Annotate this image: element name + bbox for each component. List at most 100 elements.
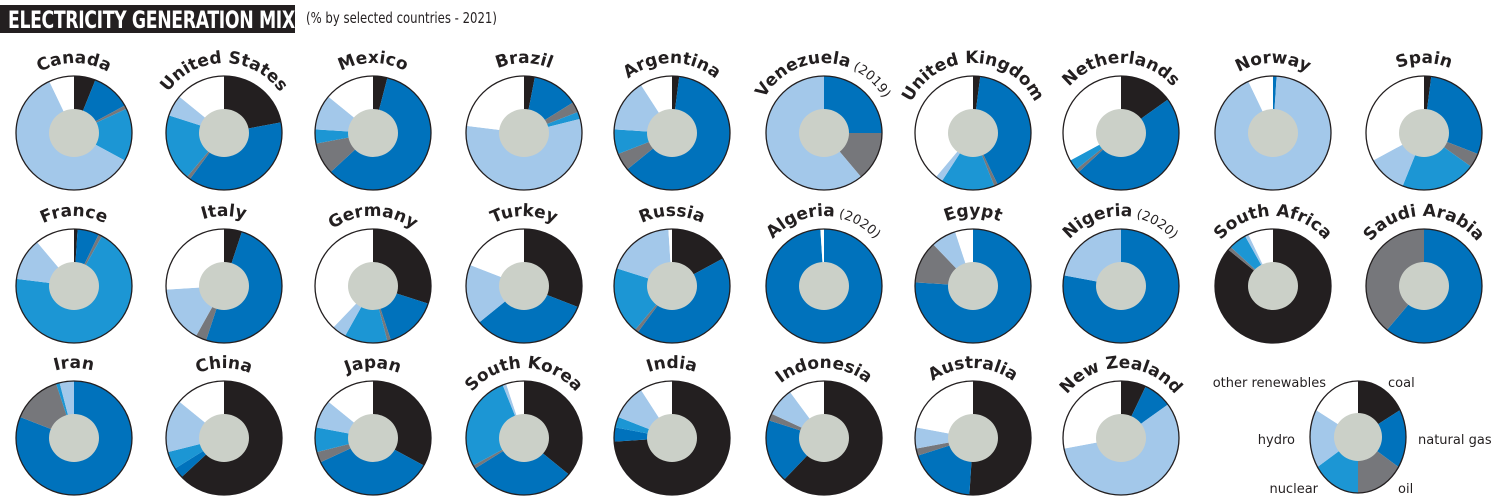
donut-egypt-hole — [948, 262, 998, 310]
donut-iran-hole — [49, 414, 99, 462]
donut-japan-hole — [348, 414, 398, 462]
chart-title: ELECTRICITY GENERATION MIX — [8, 6, 295, 34]
country-label: Brazil — [493, 48, 556, 73]
donut-norway: Norway — [1214, 48, 1332, 191]
donut-saudi-arabia-hole — [1399, 262, 1449, 310]
country-name: Turkey — [487, 201, 560, 228]
donut-norway-hole — [1248, 109, 1298, 157]
donut-iran-outline — [15, 380, 133, 496]
country-label-path: Brazil — [493, 48, 556, 73]
country-label-path: France — [37, 201, 110, 228]
donut-france-outline — [15, 228, 133, 344]
donut-egypt-outline — [914, 228, 1032, 344]
donut-algeria: Algeria (2020) — [762, 201, 883, 344]
donut-india-hole — [647, 414, 697, 462]
donut-russia-outline — [613, 228, 731, 344]
donut-united-states-hole — [199, 109, 249, 157]
country-label-path: Italy — [199, 201, 249, 224]
country-label: China — [193, 353, 255, 378]
country-label: Russia — [636, 201, 708, 228]
donut-brazil: Brazil — [465, 48, 583, 191]
country-label-path: Japan — [341, 353, 404, 378]
donut-new-zealand-hole — [1096, 414, 1146, 462]
donut-australia-outline — [914, 380, 1032, 496]
chart-subtitle: (% by selected countries - 2021) — [306, 9, 497, 27]
donut-mexico: Mexico — [314, 48, 432, 191]
donut-spain-outline — [1365, 75, 1483, 191]
country-label: Iran — [52, 353, 96, 376]
country-name: Iran — [52, 353, 96, 376]
donut-france: France — [15, 201, 133, 344]
donut-turkey-slice-hydro — [466, 265, 524, 323]
donut-japan-outline — [314, 380, 432, 496]
country-label: Japan — [341, 353, 404, 378]
donut-china: China — [165, 353, 283, 496]
donut-nigeria-hole — [1096, 262, 1146, 310]
donut-italy: Italy — [165, 201, 283, 344]
donut-venezuela-outline — [765, 75, 883, 191]
donut-canada-hole — [49, 109, 99, 157]
country-name: France — [37, 201, 110, 228]
donut-germany-outline — [314, 228, 432, 344]
country-label-path: India — [644, 353, 699, 377]
donut-australia: Australia — [914, 353, 1032, 496]
country-name: Mexico — [335, 48, 411, 75]
donut-italy-hole — [199, 262, 249, 310]
donut-brazil-hole — [499, 109, 549, 157]
legend-label-oil: oil — [1398, 482, 1413, 497]
donut-united-kingdom-hole — [948, 109, 998, 157]
country-label: Mexico — [335, 48, 411, 75]
donut-egypt: Egypt — [914, 201, 1032, 344]
legend-donut-outline — [1309, 380, 1407, 494]
donut-spain-hole — [1399, 109, 1449, 157]
donut-united-states: United States — [156, 48, 292, 191]
donut-saudi-arabia-outline — [1365, 228, 1483, 344]
country-label: Turkey — [487, 201, 560, 228]
donut-india: India — [613, 353, 731, 496]
country-label: Spain — [1393, 48, 1455, 73]
legend-label-nuclear: nuclear — [1269, 482, 1318, 497]
donut-united-kingdom-outline — [914, 75, 1032, 191]
donut-argentina: Argentina — [613, 48, 731, 191]
country-name: Canada — [34, 48, 115, 77]
donut-australia-slice-hydro — [915, 427, 973, 449]
donut-south-korea-outline — [465, 380, 583, 496]
donut-venezuela-hole — [799, 109, 849, 157]
donut-mexico-hole — [348, 109, 398, 157]
country-label-path: Canada — [34, 48, 115, 77]
donut-germany-slice-nuclear — [345, 286, 388, 343]
title-box: ELECTRICITY GENERATION MIX — [0, 5, 295, 34]
country-name: China — [193, 353, 255, 378]
donut-indonesia-outline — [765, 380, 883, 496]
donut-germany-slice-other-renewables — [315, 229, 373, 328]
donut-china-hole — [199, 414, 249, 462]
donut-united-kingdom: United Kingdom — [898, 48, 1048, 191]
donut-japan-slice-natural-gas — [320, 438, 424, 496]
donut-india-outline — [613, 380, 731, 496]
legend-label-natural-gas: natural gas — [1418, 433, 1491, 448]
donut-south-africa-outline — [1214, 228, 1332, 344]
donut-turkey-outline — [465, 228, 583, 344]
donut-canada-slice-nuclear — [74, 108, 133, 161]
donut-united-kingdom-slice-natural-gas — [973, 76, 1031, 185]
donut-netherlands-outline — [1062, 75, 1180, 191]
country-label-path: Egypt — [941, 201, 1005, 226]
donut-canada-outline — [15, 75, 133, 191]
donut-indonesia: Indonesia — [765, 353, 883, 496]
donut-turkey-hole — [499, 262, 549, 310]
legend-label-other-renewables: other renewables — [1213, 376, 1327, 391]
donut-argentina-outline — [613, 75, 731, 191]
donut-china-outline — [165, 380, 283, 496]
donut-venezuela: Venezuela(2019) — [752, 48, 893, 191]
legend-label-coal: coal — [1388, 376, 1415, 391]
country-label-path: Mexico — [335, 48, 411, 75]
donut-norway-outline — [1214, 75, 1332, 191]
donut-russia: Russia — [613, 201, 731, 344]
donut-iran: Iran — [15, 353, 133, 496]
country-label-path: China — [193, 353, 255, 378]
donut-turkey: Turkey — [465, 201, 583, 344]
country-name: Italy — [199, 201, 249, 224]
donut-united-kingdom-slice-other-renewables — [914, 76, 973, 177]
donut-indonesia-hole — [799, 414, 849, 462]
